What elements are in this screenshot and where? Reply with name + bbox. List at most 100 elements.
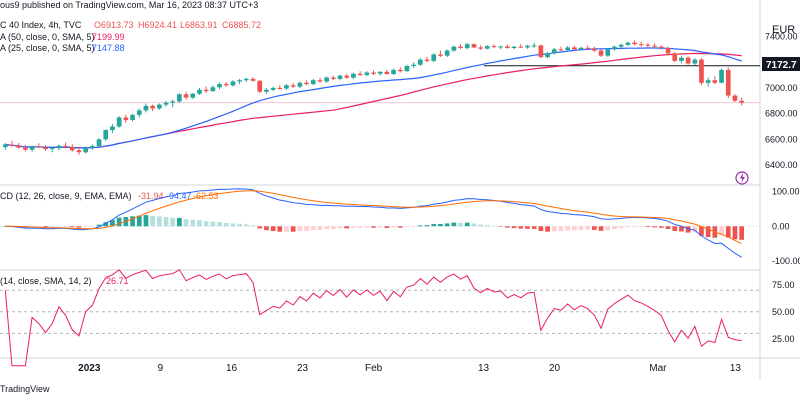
candle[interactable] [130, 113, 135, 122]
candle[interactable] [69, 144, 75, 152]
candle[interactable] [177, 93, 182, 103]
candle[interactable] [83, 146, 88, 154]
candle[interactable] [76, 147, 82, 155]
ma25-label[interactable]: A (25, close, 0, SMA, 5) [0, 43, 95, 53]
candle[interactable] [310, 78, 316, 86]
price-axis[interactable]: 7400.007200.007000.006800.006600.006400.… [765, 31, 798, 170]
candle[interactable] [123, 114, 129, 123]
candle[interactable] [585, 45, 591, 50]
candle[interactable] [699, 58, 704, 86]
candle[interactable] [665, 46, 671, 55]
candle[interactable] [264, 87, 269, 94]
candle[interactable] [384, 69, 390, 75]
candle[interactable] [163, 100, 169, 107]
candle[interactable] [29, 145, 35, 152]
macd-axis[interactable]: 100.00 0.00 -100.00 [772, 187, 800, 267]
candle[interactable] [136, 108, 142, 118]
price-pane[interactable] [0, 40, 760, 155]
candle[interactable] [3, 143, 8, 150]
candle[interactable] [110, 123, 115, 133]
candle[interactable] [103, 129, 109, 141]
candle[interactable] [612, 45, 617, 51]
candle[interactable] [351, 72, 356, 79]
candle[interactable] [638, 41, 644, 47]
candle[interactable] [551, 48, 557, 55]
macd-signal-line[interactable] [5, 190, 742, 245]
candle[interactable] [116, 116, 122, 128]
candle[interactable] [725, 67, 731, 99]
candle[interactable] [592, 46, 597, 52]
candle[interactable] [618, 43, 624, 49]
ma50-label[interactable]: A (50, close, 0, SMA, 5) [0, 32, 95, 42]
candle[interactable] [632, 40, 637, 46]
rsi-line[interactable] [4, 269, 742, 367]
candle[interactable] [344, 73, 350, 79]
candle[interactable] [705, 77, 711, 87]
candle[interactable] [545, 51, 550, 59]
candle[interactable] [217, 82, 222, 90]
candle[interactable] [377, 71, 383, 76]
candle[interactable] [170, 99, 175, 108]
macd-line[interactable] [5, 188, 742, 258]
candle[interactable] [464, 42, 470, 50]
candle[interactable] [659, 45, 664, 50]
candle[interactable] [90, 144, 95, 150]
candle[interactable] [223, 82, 229, 87]
candle[interactable] [458, 44, 463, 50]
candle[interactable] [16, 143, 22, 149]
candle[interactable] [183, 91, 189, 100]
macd-label[interactable]: CD (12, 26, close, 9, EMA, EMA) [0, 191, 132, 201]
candle[interactable] [371, 70, 376, 76]
candle[interactable] [739, 97, 744, 106]
candle[interactable] [270, 86, 276, 92]
candle[interactable] [438, 50, 443, 57]
candle[interactable] [471, 43, 477, 49]
candle[interactable] [284, 84, 289, 90]
candle[interactable] [150, 104, 155, 112]
candle[interactable] [357, 71, 363, 76]
candle[interactable] [297, 81, 303, 88]
candle[interactable] [244, 77, 249, 83]
candle[interactable] [331, 75, 336, 81]
candle[interactable] [719, 68, 724, 84]
candle[interactable] [692, 58, 698, 66]
candle[interactable] [511, 46, 517, 50]
candle[interactable] [625, 41, 631, 47]
candle[interactable] [732, 94, 738, 103]
candle[interactable] [672, 51, 678, 63]
rsi-label[interactable]: (14, close, SMA, 14, 2) [0, 276, 92, 286]
candle[interactable] [645, 42, 651, 48]
candle[interactable] [317, 77, 323, 83]
candle[interactable] [9, 140, 15, 148]
candle[interactable] [63, 142, 68, 149]
candle[interactable] [538, 44, 544, 59]
candle[interactable] [157, 103, 162, 110]
candle[interactable] [304, 80, 309, 86]
candle[interactable] [451, 45, 457, 52]
candle[interactable] [565, 46, 570, 52]
candle[interactable] [96, 138, 102, 148]
candle[interactable] [397, 67, 403, 73]
candle[interactable] [277, 85, 283, 90]
candle[interactable] [431, 53, 437, 63]
rsi-pane[interactable] [0, 269, 760, 367]
candle[interactable] [424, 57, 430, 63]
candle[interactable] [290, 82, 296, 88]
candle[interactable] [43, 145, 48, 151]
candle[interactable] [364, 71, 370, 77]
candle[interactable] [598, 49, 604, 57]
candle[interactable] [404, 64, 410, 72]
candle[interactable] [652, 43, 657, 49]
candle[interactable] [250, 77, 256, 82]
candle[interactable] [56, 144, 62, 151]
candle[interactable] [679, 55, 684, 64]
sma50-line[interactable] [5, 52, 742, 149]
candle[interactable] [203, 86, 209, 94]
candle[interactable] [324, 76, 329, 83]
candle[interactable] [418, 58, 423, 66]
candle[interactable] [578, 46, 584, 51]
candle[interactable] [257, 80, 263, 94]
candle[interactable] [237, 78, 242, 85]
candle[interactable] [36, 143, 42, 149]
symbol-line[interactable]: C 40 Index, 4h, TVC [0, 20, 82, 30]
